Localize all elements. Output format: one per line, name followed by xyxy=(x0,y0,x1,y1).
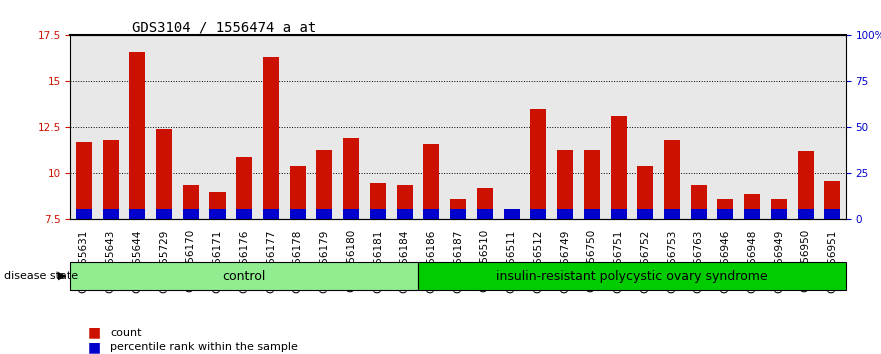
Bar xyxy=(370,183,386,219)
Bar xyxy=(156,129,172,219)
Bar xyxy=(664,209,680,219)
Bar xyxy=(182,184,199,219)
Bar xyxy=(210,209,226,219)
Bar xyxy=(611,116,626,219)
Bar xyxy=(344,138,359,219)
Bar xyxy=(130,52,145,219)
Bar xyxy=(637,166,654,219)
Text: ▶: ▶ xyxy=(57,271,66,281)
Bar xyxy=(102,140,119,219)
Bar xyxy=(691,184,707,219)
Bar xyxy=(263,209,279,219)
Bar xyxy=(584,149,600,219)
Bar xyxy=(210,192,226,219)
Bar xyxy=(396,209,412,219)
Text: GDS3104 / 1556474_a_at: GDS3104 / 1556474_a_at xyxy=(132,21,316,35)
Bar xyxy=(825,209,840,219)
Bar xyxy=(744,209,760,219)
Bar xyxy=(263,57,279,219)
Text: control: control xyxy=(223,270,266,282)
Bar xyxy=(797,152,814,219)
Bar xyxy=(182,209,199,219)
Bar xyxy=(717,209,734,219)
Bar xyxy=(771,209,787,219)
Text: disease state: disease state xyxy=(4,271,78,281)
Bar xyxy=(797,209,814,219)
Bar xyxy=(771,199,787,219)
Bar xyxy=(611,209,626,219)
Bar xyxy=(290,166,306,219)
Bar xyxy=(76,209,92,219)
Bar xyxy=(76,142,92,219)
Bar xyxy=(477,209,492,219)
Bar xyxy=(344,209,359,219)
Bar xyxy=(450,209,466,219)
Bar xyxy=(530,209,546,219)
Bar xyxy=(557,149,573,219)
Bar xyxy=(584,209,600,219)
Bar xyxy=(691,209,707,219)
Bar xyxy=(102,209,119,219)
Bar xyxy=(450,199,466,219)
Text: ■: ■ xyxy=(88,326,101,340)
Bar xyxy=(370,209,386,219)
Bar xyxy=(557,209,573,219)
Text: ■: ■ xyxy=(88,340,101,354)
Bar xyxy=(744,194,760,219)
Bar xyxy=(290,209,306,219)
Bar xyxy=(664,140,680,219)
Text: count: count xyxy=(110,328,142,338)
Bar xyxy=(130,209,145,219)
Bar xyxy=(477,188,492,219)
Bar xyxy=(504,209,520,219)
Bar xyxy=(825,181,840,219)
FancyBboxPatch shape xyxy=(70,262,418,290)
Bar xyxy=(236,209,252,219)
FancyBboxPatch shape xyxy=(418,262,846,290)
Bar xyxy=(637,209,654,219)
Bar xyxy=(316,149,332,219)
Bar xyxy=(156,209,172,219)
Bar xyxy=(396,184,412,219)
Bar xyxy=(424,209,440,219)
Bar xyxy=(236,157,252,219)
Bar xyxy=(316,209,332,219)
Bar xyxy=(530,109,546,219)
Text: insulin-resistant polycystic ovary syndrome: insulin-resistant polycystic ovary syndr… xyxy=(496,270,767,282)
Text: percentile rank within the sample: percentile rank within the sample xyxy=(110,342,298,352)
Bar xyxy=(717,199,734,219)
Bar xyxy=(424,144,440,219)
